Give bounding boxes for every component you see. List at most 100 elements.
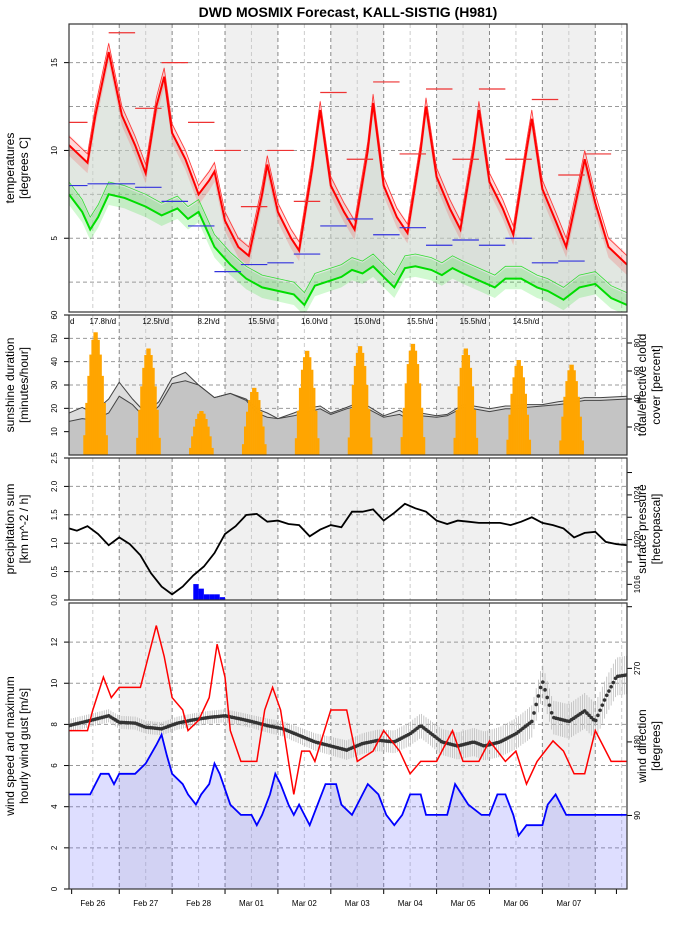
sunshine-bar (315, 410, 318, 455)
sunshine-bar (197, 413, 200, 455)
precipitation-bar (219, 597, 226, 600)
x-tick-label: Feb 26 (80, 899, 105, 908)
sunshine-bar (569, 364, 572, 455)
sunshine-bar (203, 413, 206, 455)
sunshine-bar (563, 396, 566, 455)
sunshine-bar (524, 393, 527, 455)
sunshine-bar (512, 377, 515, 455)
panel-wind: 90 180 270 wind direction [degrees] Feb 26 Feb… (3, 602, 663, 908)
y-tick-label: 5 (50, 235, 59, 240)
sunshine-bar (201, 411, 204, 455)
sunshine-bar (85, 402, 88, 455)
sunshine-bar (101, 375, 104, 455)
sunshine-bar (581, 440, 584, 455)
y-tick-label: 2.5 (50, 452, 59, 464)
y-axis-label-right: surface pressure (635, 484, 649, 574)
sunshine-bar (243, 426, 247, 455)
wind-direction-point (593, 718, 598, 723)
sunshine-bar (304, 350, 308, 455)
sunshine-bar (514, 365, 517, 455)
dewpoint-line (69, 193, 627, 307)
sunshine-bar (418, 383, 422, 455)
sunshine-bar (370, 437, 373, 455)
x-tick-label: Mar 03 (345, 899, 370, 908)
temp-uncertainty-band (69, 41, 627, 276)
sunshine-bar (258, 400, 261, 455)
sunshine-bar (262, 426, 265, 455)
sunshine-bar (142, 367, 145, 455)
precipitation-bar (198, 588, 204, 600)
sunshine-bar (422, 437, 426, 455)
sunshine-bar (361, 352, 365, 455)
sunshine-bar (412, 343, 416, 455)
sunshine-bar (368, 408, 371, 455)
precipitation-bar (209, 594, 215, 600)
sunshine-bar (264, 444, 267, 455)
sunshine-bar (260, 411, 263, 455)
daily-sunshine-label: 15.0h/d (354, 317, 381, 326)
sunshine-bar (351, 384, 355, 455)
daily-sunshine-label: 16.0h/d (301, 317, 328, 326)
chart-panels: 5 10 15 temperatures [degrees C] 17.8h/d 12.5h… (3, 23, 663, 908)
sunshine-bar (475, 437, 479, 455)
y-tick-label: 40 (50, 357, 59, 366)
y-axis-label: [km m^-2 / h] (17, 495, 31, 564)
sunshine-bar (471, 386, 475, 455)
sunshine-bar (93, 332, 96, 455)
dewpoint-upper-line (69, 181, 627, 294)
y-tick-label: 10 (50, 145, 59, 154)
x-tick-label: Feb 28 (186, 899, 211, 908)
sunshine-bar (307, 350, 310, 455)
wind-direction-point (604, 693, 609, 698)
sunshine-bar (463, 348, 466, 455)
sunshine-bar (559, 440, 562, 455)
temp-dewpoint-band (69, 52, 627, 305)
sunshine-bar (252, 387, 255, 455)
y-axis-label: wind speed and maximum (3, 676, 17, 816)
sunshine-bar (577, 396, 580, 455)
wind-direction-point (596, 713, 600, 718)
daily-sunshine-label: 12.5h/d (142, 317, 169, 326)
y-tick-label: 1.0 (50, 537, 59, 549)
panel-frame (68, 602, 628, 890)
sunshine-bar (359, 346, 363, 455)
sunshine-bar (103, 402, 106, 455)
precipitation-bar (203, 594, 210, 600)
y-tick-label: 50 (50, 333, 59, 342)
sunshine-bar (453, 437, 456, 455)
sunshine-bar (355, 352, 359, 455)
sunshine-bar (294, 438, 298, 455)
sunshine-bar (567, 370, 570, 455)
sunshine-bar (406, 364, 410, 455)
wind-direction-point (541, 680, 545, 684)
sunshine-bar (459, 367, 462, 455)
y-tick-label: 10 (50, 678, 59, 687)
panel-sunshine_clouds: 17.8h/d 12.5h/d 8.2h/d 15.5h/d 16.0h/d 15.0h/… (3, 310, 663, 456)
sunshine-bar (144, 355, 147, 455)
data-layer (69, 32, 627, 312)
wind-direction-point (607, 689, 611, 693)
precipitation-bar (193, 584, 199, 600)
sunshine-bar (150, 355, 153, 455)
sunshine-bar (506, 439, 509, 455)
sunshine-bar (528, 439, 532, 455)
sunshine-bar (526, 414, 530, 455)
sunshine-bar (414, 350, 418, 455)
panel-temperature: 5 10 15 temperatures [degrees C] (3, 23, 628, 313)
sunshine-bar (211, 447, 214, 455)
chart-title: DWD MOSMIX Forecast, KALL-SISTIG (H981) (199, 4, 498, 20)
panel-frame (68, 314, 628, 456)
sunshine-bar (302, 357, 306, 455)
sunshine-bar (256, 391, 259, 455)
panel-frame (68, 23, 628, 313)
sunshine-bar (461, 355, 464, 455)
data-layer (69, 332, 627, 455)
daily-sunshine-label: 8.2h/d (197, 317, 219, 326)
y-tick-label: 6 (50, 763, 59, 768)
wind-direction-point (589, 715, 594, 720)
sunshine-bar (156, 409, 159, 455)
y-tick-label-right: 1016 (633, 575, 642, 593)
daily-sunshine-label: 15.5h/d (460, 317, 487, 326)
y-axis-label-right: [hetcopascal] (649, 494, 663, 565)
wind-direction-point (534, 702, 539, 707)
